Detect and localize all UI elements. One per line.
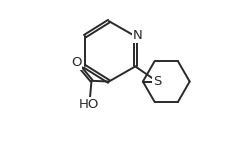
Text: N: N: [133, 29, 142, 42]
Text: O: O: [71, 56, 81, 69]
Text: S: S: [152, 75, 161, 88]
Text: HO: HO: [78, 98, 98, 111]
